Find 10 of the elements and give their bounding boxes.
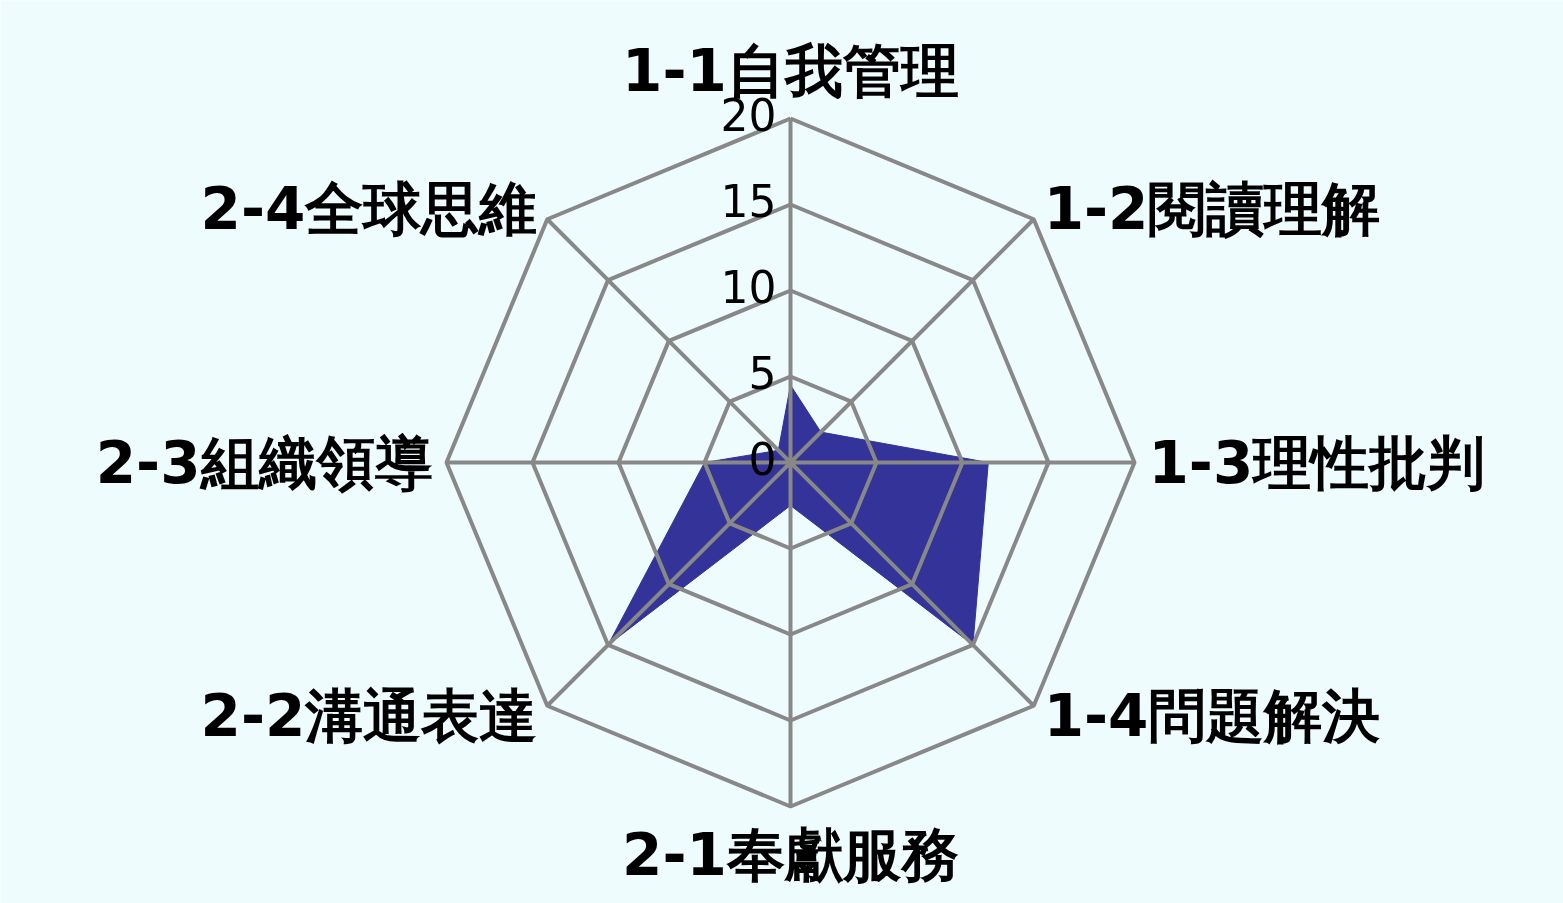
- y-tick-label: 10: [720, 262, 777, 313]
- spoke-label: 2-3組織領導: [95, 428, 433, 497]
- spoke-label: 2-2溝通表達: [200, 681, 538, 750]
- y-tick-label: 5: [748, 348, 777, 399]
- spoke-label: 1-4問題解決: [1043, 681, 1381, 750]
- spoke-label: 2-1奉獻服務: [622, 820, 959, 889]
- spoke-label: 2-4全球思維: [200, 175, 538, 244]
- spoke-label: 1-3理性批判: [1148, 428, 1486, 497]
- spoke-label: 1-2閱讀理解: [1043, 175, 1381, 244]
- y-tick-label: 15: [720, 176, 777, 227]
